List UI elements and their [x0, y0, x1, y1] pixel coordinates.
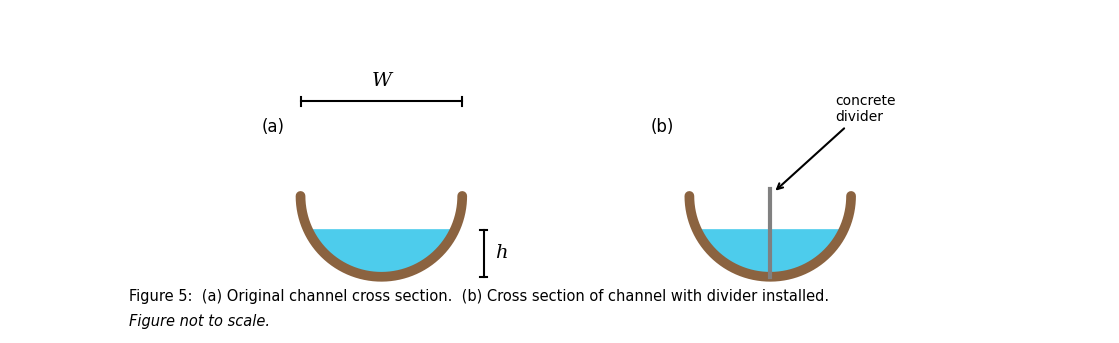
- Text: Figure 5:  (a) Original channel cross section.  (b) Cross section of channel wit: Figure 5: (a) Original channel cross sec…: [129, 288, 829, 304]
- Polygon shape: [308, 230, 454, 277]
- Text: W: W: [372, 72, 392, 90]
- Polygon shape: [697, 230, 844, 277]
- Text: (a): (a): [262, 118, 285, 136]
- Text: h: h: [496, 244, 508, 262]
- Text: (b): (b): [651, 118, 674, 136]
- Text: concrete
divider: concrete divider: [777, 94, 896, 189]
- Text: Figure not to scale.: Figure not to scale.: [129, 314, 270, 329]
